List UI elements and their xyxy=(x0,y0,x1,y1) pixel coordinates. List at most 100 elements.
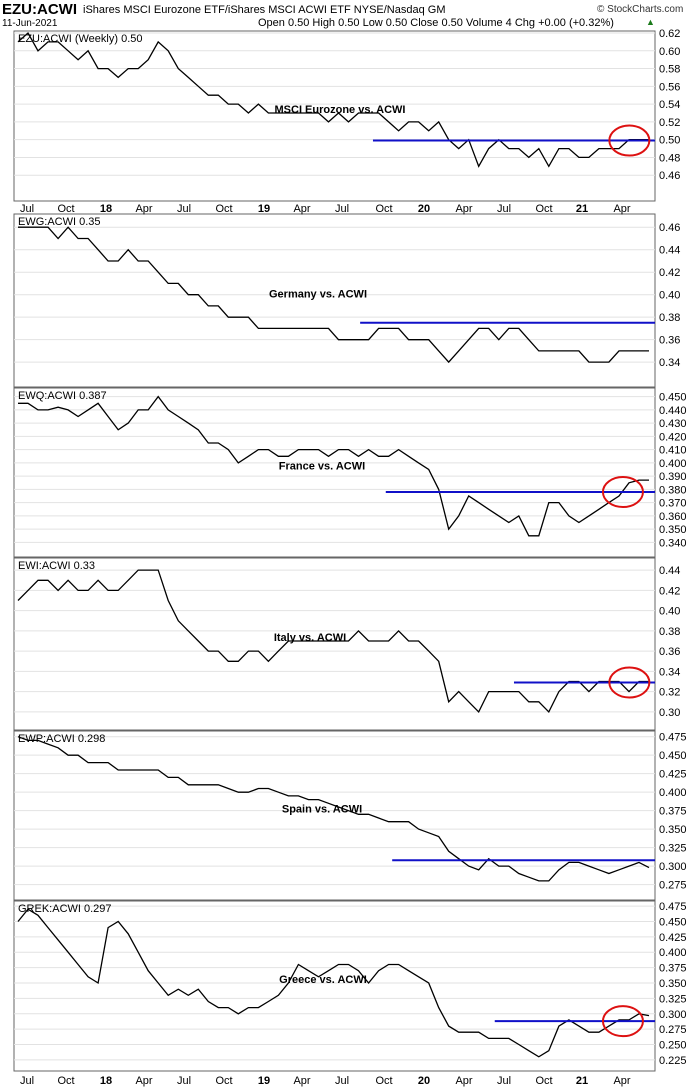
x-tick-label: Apr xyxy=(135,1075,152,1087)
panel-frame xyxy=(13,900,656,1072)
y-tick-label: 0.52 xyxy=(659,117,680,129)
y-tick-label: 0.60 xyxy=(659,46,680,58)
x-tick-label: 21 xyxy=(576,1075,588,1087)
up-triangle-icon: ▲ xyxy=(646,17,655,27)
y-tick-label: 0.350 xyxy=(659,978,687,990)
y-tick-label: 0.50 xyxy=(659,135,680,147)
x-tick-label: Oct xyxy=(215,1075,232,1087)
x-tick-label: Oct xyxy=(57,1075,74,1087)
x-tick-label: Oct xyxy=(215,203,232,215)
x-tick-label: 18 xyxy=(100,203,112,215)
x-tick-label: Oct xyxy=(535,203,552,215)
y-tick-label: 0.38 xyxy=(659,312,680,324)
y-tick-label: 0.42 xyxy=(659,585,680,597)
y-tick-label: 0.62 xyxy=(659,28,680,40)
brand-label[interactable]: © StockCharts.com xyxy=(597,4,684,15)
y-tick-label: 0.40 xyxy=(659,606,680,618)
y-tick-label: 0.350 xyxy=(659,524,687,536)
y-tick-label: 0.375 xyxy=(659,963,687,975)
highlight-circle xyxy=(608,124,651,157)
y-tick-label: 0.475 xyxy=(659,901,687,913)
chart-panel-5: 0.475 0.450 0.425 0.400 0.375 0.350 0.325 0.300… xyxy=(13,730,687,901)
y-tick-label: 0.36 xyxy=(659,335,680,347)
panel-frame xyxy=(13,557,656,731)
x-tick-label: Jul xyxy=(20,1075,34,1087)
y-tick-label: 0.370 xyxy=(659,498,687,510)
highlight-circle xyxy=(608,666,651,699)
y-tick-label: 0.44 xyxy=(659,565,680,577)
panel-title: MSCI Eurozone vs. ACWI xyxy=(275,104,406,116)
y-tick-label: 0.275 xyxy=(659,880,687,892)
y-tick-label: 0.325 xyxy=(659,993,687,1005)
ohlc-readout: Open 0.50 High 0.50 Low 0.50 Close 0.50 … xyxy=(258,17,614,29)
x-tick-label: Jul xyxy=(335,1075,349,1087)
panel-frame xyxy=(13,387,656,558)
price-line xyxy=(17,31,649,168)
y-tick-label: 0.400 xyxy=(659,787,687,799)
y-tick-label: 0.250 xyxy=(659,1040,687,1052)
y-tick-label: 0.44 xyxy=(659,245,680,257)
highlight-circle xyxy=(601,476,644,509)
chart-date: 11-Jun-2021 xyxy=(2,18,58,29)
y-tick-label: 0.48 xyxy=(659,152,680,164)
x-tick-label: Apr xyxy=(613,1075,630,1087)
y-tick-label: 0.58 xyxy=(659,64,680,76)
y-tick-label: 0.225 xyxy=(659,1055,687,1067)
x-tick-label: 19 xyxy=(258,1075,270,1087)
y-tick-label: 0.475 xyxy=(659,732,687,744)
x-tick-label: Apr xyxy=(455,203,472,215)
price-line xyxy=(17,908,650,1058)
y-tick-label: 0.40 xyxy=(659,290,680,302)
y-tick-label: 0.325 xyxy=(659,843,687,855)
price-line xyxy=(18,395,649,537)
price-line xyxy=(17,569,649,714)
panel-legend: EWG:ACWI 0.35 xyxy=(18,216,101,228)
chart-panel-2: 0.46 0.44 0.42 0.40 0.38 0.36 0.34 EWG:ACWI 0.3… xyxy=(13,213,680,388)
x-tick-label: Apr xyxy=(613,203,630,215)
y-tick-label: 0.375 xyxy=(659,806,687,818)
price-line xyxy=(17,736,650,882)
x-tick-label: 19 xyxy=(258,203,270,215)
y-tick-label: 0.36 xyxy=(659,646,680,658)
x-tick-label: Oct xyxy=(375,1075,392,1087)
panel-legend: EWP:ACWI 0.298 xyxy=(18,733,105,745)
y-tick-label: 0.410 xyxy=(659,445,687,457)
x-tick-label: Oct xyxy=(57,203,74,215)
y-tick-label: 0.400 xyxy=(659,458,687,470)
y-tick-label: 0.42 xyxy=(659,267,680,279)
x-tick-label: Jul xyxy=(177,203,191,215)
x-tick-label: Jul xyxy=(20,203,34,215)
panel-legend: EWQ:ACWI 0.387 xyxy=(18,390,107,402)
x-tick-label: Jul xyxy=(497,203,511,215)
x-tick-label: Jul xyxy=(177,1075,191,1087)
y-tick-label: 0.450 xyxy=(659,392,687,404)
x-tick-label: Apr xyxy=(135,203,152,215)
chart-header: EZU:ACWI iShares MSCI Eurozone ETF/iShar… xyxy=(0,0,700,32)
y-tick-label: 0.46 xyxy=(659,170,680,182)
y-tick-label: 0.34 xyxy=(659,357,680,369)
symbol-title[interactable]: EZU:ACWI xyxy=(2,1,77,18)
y-tick-label: 0.440 xyxy=(659,405,687,417)
price-line xyxy=(18,226,649,364)
y-tick-label: 0.56 xyxy=(659,81,680,93)
y-tick-label: 0.30 xyxy=(659,707,680,719)
panel-legend: EZU:ACWI (Weekly) 0.50 xyxy=(18,33,143,45)
symbol-description: iShares MSCI Eurozone ETF/iShares MSCI A… xyxy=(83,4,446,16)
y-tick-label: 0.275 xyxy=(659,1024,687,1036)
y-tick-label: 0.400 xyxy=(659,947,687,959)
panel-frame xyxy=(13,730,656,901)
y-tick-label: 0.450 xyxy=(659,750,687,762)
y-tick-label: 0.340 xyxy=(659,537,687,549)
y-tick-label: 0.450 xyxy=(659,916,687,928)
x-tick-label: Jul xyxy=(335,203,349,215)
y-tick-label: 0.430 xyxy=(659,418,687,430)
x-tick-label: Apr xyxy=(293,1075,310,1087)
panel-legend: EWI:ACWI 0.33 xyxy=(18,560,95,572)
y-tick-label: 0.300 xyxy=(659,861,687,873)
y-tick-label: 0.38 xyxy=(659,626,680,638)
y-tick-label: 0.390 xyxy=(659,471,687,483)
y-tick-label: 0.34 xyxy=(659,666,680,678)
x-tick-label: Oct xyxy=(375,203,392,215)
